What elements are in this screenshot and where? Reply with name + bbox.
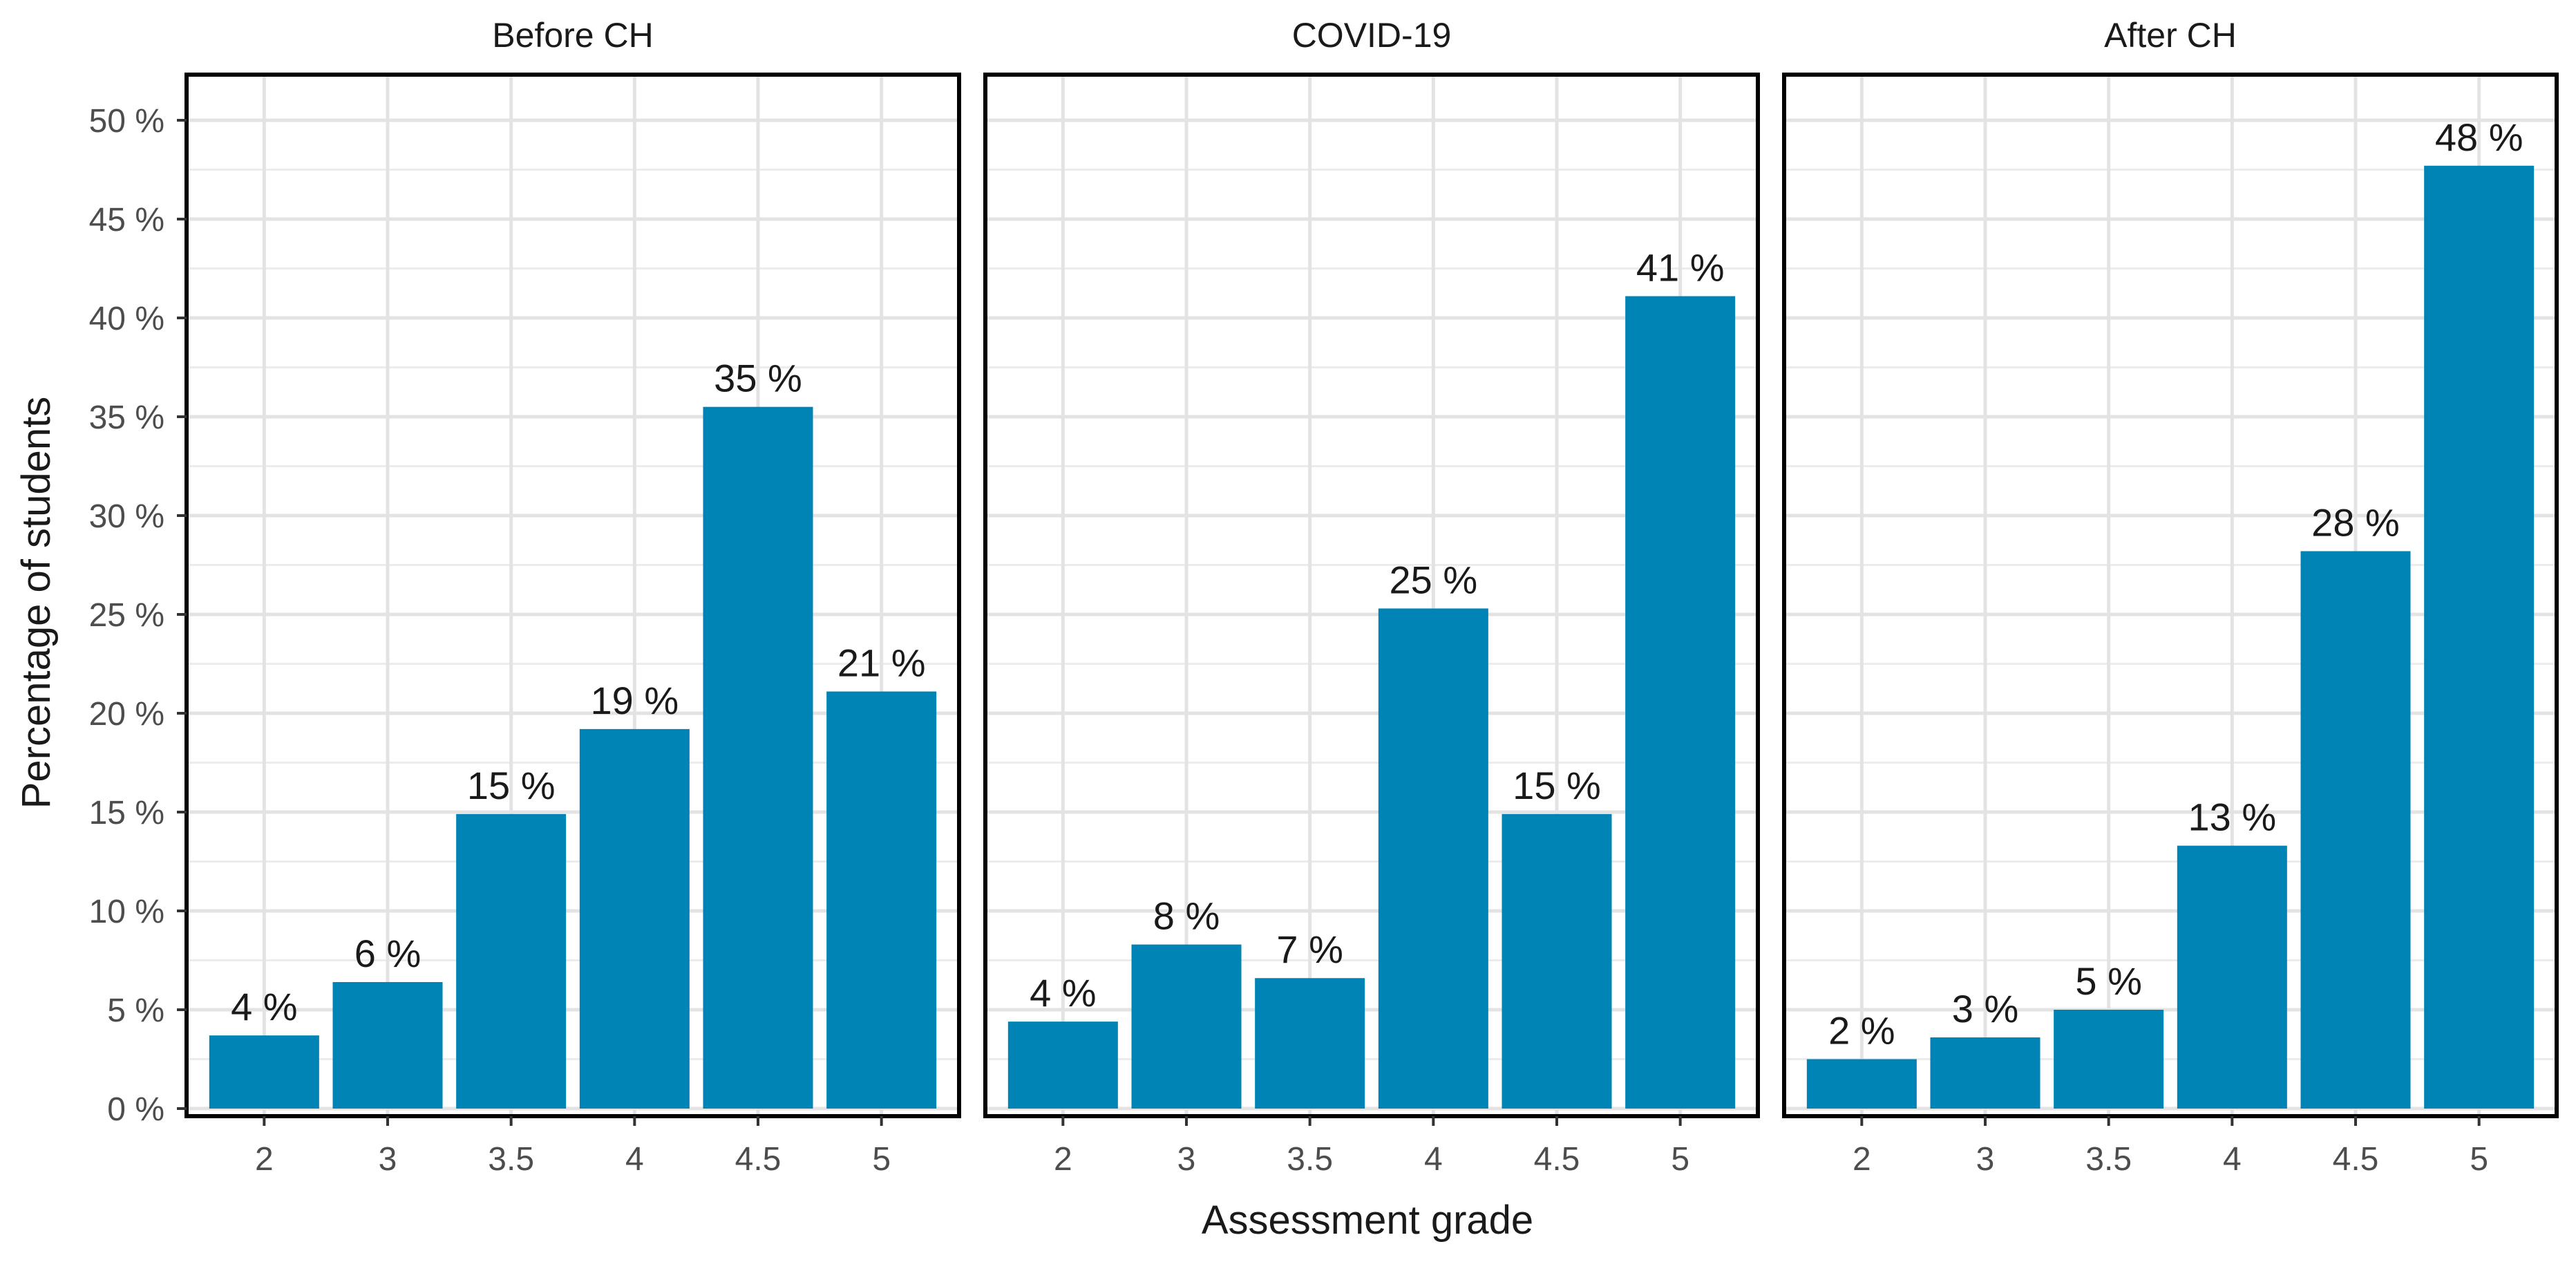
x-tick-label: 3 <box>379 1141 397 1178</box>
y-tick-label: 5 % <box>107 992 164 1029</box>
x-tick-label: 4.5 <box>2333 1141 2379 1178</box>
y-tick-label: 35 % <box>89 399 164 436</box>
y-tick-label: 25 % <box>89 597 164 634</box>
panel-border <box>1782 73 2559 1118</box>
x-tick-label: 3.5 <box>1287 1141 1333 1178</box>
bar-3 <box>332 981 443 1109</box>
bar-4-5 <box>703 406 813 1109</box>
panel-border <box>983 73 1760 1118</box>
x-tick-label: 5 <box>1671 1141 1689 1178</box>
bar-value-label: 13 % <box>2188 795 2277 839</box>
bar-3-5 <box>2054 1010 2164 1109</box>
bar-4 <box>1378 608 1488 1109</box>
bar-value-label: 4 % <box>1030 971 1097 1015</box>
x-tick-label: 3 <box>1177 1141 1196 1178</box>
bar-2 <box>209 1035 319 1109</box>
panel-border <box>184 73 961 1118</box>
panel-1: 4 % 6 % 15 % 19 % 35 % 21 % Before CH 2 3 3.5 4 4.5… <box>184 16 961 1178</box>
bar-3 <box>1131 944 1242 1109</box>
y-axis-title: Percentage of students <box>14 397 59 809</box>
y-tick-label: 45 % <box>89 202 164 238</box>
panel-title: COVID-19 <box>1292 16 1452 55</box>
bar-value-label: 19 % <box>591 679 679 722</box>
y-tick-label: 30 % <box>89 498 164 535</box>
y-tick-label: 10 % <box>89 894 164 930</box>
bar-value-label: 3 % <box>1952 987 2019 1030</box>
y-tick-label: 20 % <box>89 696 164 733</box>
bar-value-label: 21 % <box>837 641 926 685</box>
bar-value-label: 28 % <box>2311 500 2400 544</box>
x-tick-label: 2 <box>255 1141 274 1178</box>
bar-2 <box>1007 1021 1118 1109</box>
x-tick-label: 2 <box>1054 1141 1072 1178</box>
x-tick-label: 4 <box>625 1141 644 1178</box>
bar-3-5 <box>456 813 567 1109</box>
bar-value-label: 5 % <box>2075 959 2142 1003</box>
bar-value-label: 4 % <box>231 985 298 1028</box>
bar-5 <box>826 691 937 1109</box>
bar-4 <box>579 728 690 1109</box>
bar-5 <box>1625 296 1736 1109</box>
bar-value-label: 15 % <box>467 764 556 807</box>
y-tick-label: 15 % <box>89 795 164 831</box>
bar-4-5 <box>2300 551 2411 1109</box>
x-tick-label: 4.5 <box>735 1141 782 1178</box>
y-tick-label: 50 % <box>89 103 164 140</box>
panels: 4 %6 %15 %19 %35 %21 %Before CH2 3 3.5 4 4.5… <box>89 16 2559 1178</box>
panel-3: 2 % 3 % 5 % 13 % 28 % 48 % After CH 2 3 3.5 4 4.5 5 <box>1782 16 2559 1178</box>
bar-value-label: 41 % <box>1636 246 1725 290</box>
x-tick-label: 3.5 <box>488 1141 534 1178</box>
x-tick-label: 2 <box>1853 1141 1871 1178</box>
x-tick-label: 3 <box>1976 1141 1995 1178</box>
bar-2 <box>1806 1059 1917 1109</box>
bar-value-label: 25 % <box>1390 558 1478 601</box>
bar-3-5 <box>1255 978 1365 1109</box>
y-axis: 0 % 5 % 10 % 15 % 20 % 25 % 30 % 35 % 40 % 45 % 50… <box>89 103 187 1128</box>
bar-value-label: 8 % <box>1153 894 1220 938</box>
panel-title: After CH <box>2104 16 2237 55</box>
panel-title: Before CH <box>492 16 653 55</box>
x-axis-title: Assessment grade <box>1202 1198 1533 1243</box>
bar-value-label: 15 % <box>1513 764 1601 807</box>
x-tick-label: 4 <box>2223 1141 2242 1178</box>
bar-value-label: 35 % <box>714 357 802 400</box>
bar-value-label: 6 % <box>354 932 422 975</box>
bar-5 <box>2424 165 2535 1109</box>
bar-4 <box>2177 845 2287 1109</box>
bar-3 <box>1930 1037 2040 1109</box>
bar-4-5 <box>1502 813 1612 1109</box>
x-tick-label: 5 <box>872 1141 891 1178</box>
bar-value-label: 2 % <box>1828 1009 1895 1053</box>
x-tick-label: 5 <box>2470 1141 2488 1178</box>
bar-value-label: 7 % <box>1276 927 1343 971</box>
y-tick-label: 0 % <box>107 1091 164 1128</box>
x-tick-label: 4.5 <box>1534 1141 1580 1178</box>
bar-value-label: 48 % <box>2435 115 2523 159</box>
x-tick-label: 3.5 <box>2085 1141 2132 1178</box>
x-tick-label: 4 <box>1424 1141 1443 1178</box>
panel-2: 4 % 8 % 7 % 25 % 15 % 41 % COVID-19 2 3 3.5 4 4.5 5 <box>983 16 1760 1178</box>
y-tick-label: 40 % <box>89 301 164 337</box>
